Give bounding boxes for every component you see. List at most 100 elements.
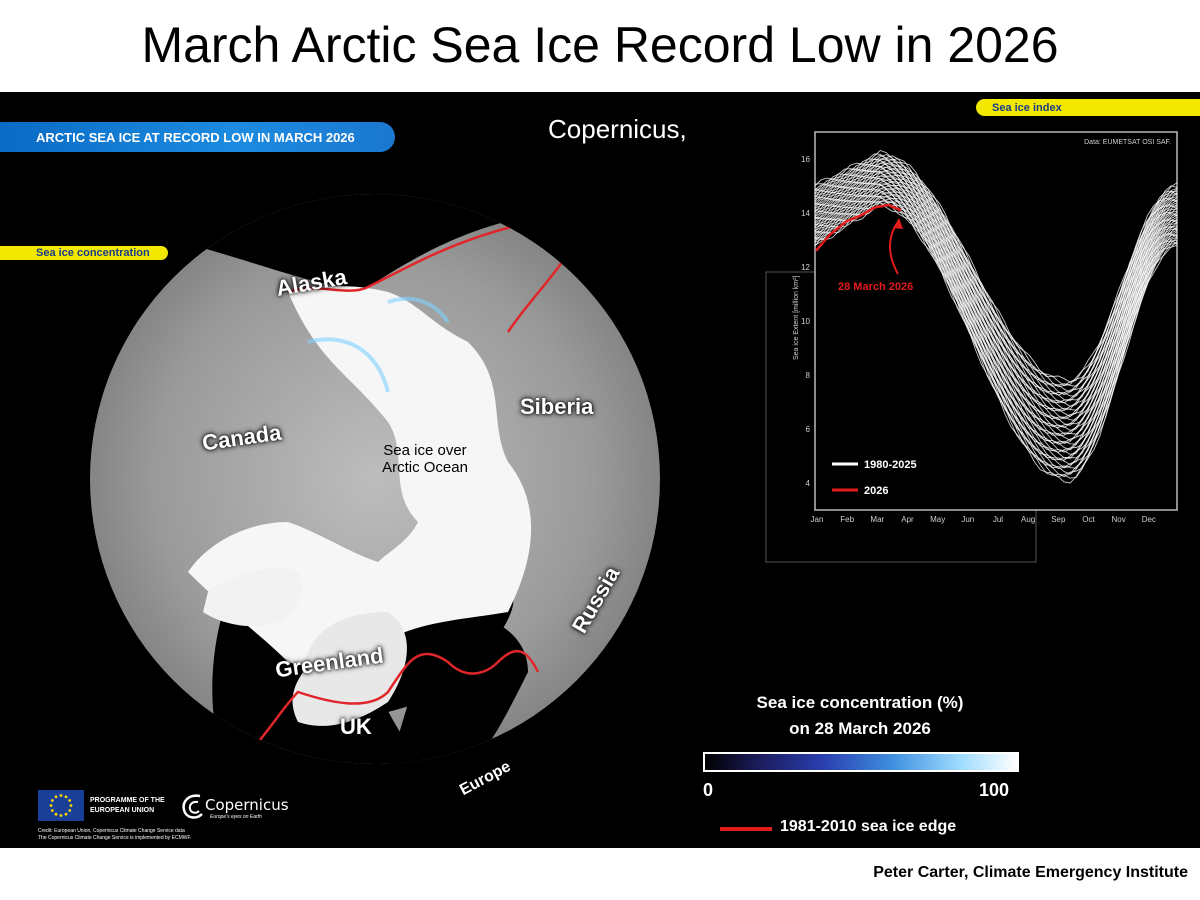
climatology-line xyxy=(814,183,1178,444)
series-lines xyxy=(815,203,902,252)
annotation-arrowhead xyxy=(893,218,903,229)
pacific-ocean-shape xyxy=(90,194,660,288)
ocean-label-line2: Arctic Ocean xyxy=(382,459,468,476)
historic-edge-pacific xyxy=(287,215,559,294)
copernicus-caption: Copernicus, xyxy=(548,114,687,144)
climatology-line xyxy=(814,159,1178,402)
eu-star-icon xyxy=(64,795,68,799)
sea-ice-concentration-tag: Sea ice concentration xyxy=(0,246,168,260)
climatology-line xyxy=(814,190,1178,459)
eu-star-icon xyxy=(49,804,53,807)
x-tick-label: Nov xyxy=(1112,515,1126,524)
y-ticks: 4 6 8 10 12 14 16 xyxy=(801,155,810,488)
eu-star-icon xyxy=(68,809,72,812)
chart-ylabel: Sea ice Extent [million km²] xyxy=(793,276,800,360)
copernicus-swirl-icon xyxy=(182,794,203,819)
colorbar-min-label: 0 xyxy=(703,780,714,800)
sea-ice-index-chart: Data: EUMETSAT OSI SAF. Sea ice Extent [… xyxy=(793,131,1178,524)
x-tick-label: Jun xyxy=(961,515,974,524)
legend-title: Sea ice concentration (%) on 28 March 20… xyxy=(700,690,1020,742)
climatology-line xyxy=(814,171,1178,420)
climatology-line xyxy=(814,192,1178,466)
legend-title-line2: on 28 March 2026 xyxy=(789,719,931,738)
y-tick-label: 16 xyxy=(801,155,810,164)
programme-line1: PROGRAMME OF THE xyxy=(90,797,165,804)
eu-star-icon xyxy=(54,812,58,816)
climatology-line xyxy=(814,154,1178,393)
x-tick-label: Sep xyxy=(1051,515,1066,524)
x-tick-label: May xyxy=(930,515,945,524)
marginal-ice-zone xyxy=(307,296,450,393)
concentration-colorbar xyxy=(703,752,1019,772)
climatology-line xyxy=(814,153,1178,386)
climatology-line xyxy=(814,196,1178,475)
x-ticks: Jan Feb Mar Apr May Jun Jul Aug Sep Oct Nov Dec xyxy=(811,515,1156,524)
edge-legend-label: 1981-2010 sea ice edge xyxy=(780,818,957,835)
copernicus-logo-text: Copernicus xyxy=(205,796,289,814)
sea-ice-index-tag: Sea ice index xyxy=(976,99,1200,116)
credit-line1: Credit: European Union, Copernicus Clima… xyxy=(38,828,185,834)
series-line-2026 xyxy=(815,203,902,252)
climatology-line xyxy=(814,177,1178,435)
edge-legend-swatch xyxy=(720,827,772,831)
footer-credit: Peter Carter, Climate Emergency Institut… xyxy=(873,864,1188,881)
copernicus-logo xyxy=(180,792,206,825)
climatology-line xyxy=(814,196,1178,469)
climatology-line xyxy=(814,202,1178,484)
label-siberia: Siberia xyxy=(520,394,594,419)
eu-flag-logo xyxy=(38,790,84,821)
x-tick-label: Oct xyxy=(1082,515,1095,524)
arctic-map xyxy=(90,194,660,764)
colorbar-max-label: 100 xyxy=(979,780,1010,800)
north-sea-shape xyxy=(388,612,528,764)
y-tick-label: 8 xyxy=(806,371,811,380)
climatology-lines xyxy=(814,149,1178,484)
y-tick-label: 10 xyxy=(801,317,810,326)
programme-line2: EUROPEAN UNION xyxy=(90,807,155,814)
credit-text: Credit: European Union, Copernicus Clima… xyxy=(38,828,191,842)
eu-star-icon xyxy=(54,795,58,799)
y-tick-label: 14 xyxy=(801,209,810,218)
y-tick-label: 12 xyxy=(801,263,810,272)
climatology-line xyxy=(814,172,1178,426)
eu-star-icon xyxy=(50,799,54,802)
x-tick-label: Aug xyxy=(1021,515,1035,524)
climatology-line xyxy=(814,166,1178,417)
chart-source-note: Data: EUMETSAT OSI SAF. xyxy=(1084,139,1171,146)
x-tick-label: Feb xyxy=(840,515,854,524)
ocean-label-line1: Sea ice over xyxy=(383,442,467,459)
eu-star-icon xyxy=(50,809,54,812)
historic-edge-atlantic xyxy=(212,650,540,764)
legend-label-2026: 2026 xyxy=(864,485,888,497)
climatology-line xyxy=(814,165,1178,411)
eu-star-icon xyxy=(69,804,73,807)
banner: ARCTIC SEA ICE AT RECORD LOW IN MARCH 20… xyxy=(0,122,395,152)
infographic-panel: ARCTIC SEA ICE AT RECORD LOW IN MARCH 20… xyxy=(0,92,1200,848)
credit-line2: The Copernicus Climate Change Service is… xyxy=(38,835,192,841)
page-title: March Arctic Sea Ice Record Low in 2026 xyxy=(141,17,1059,73)
x-tick-label: Dec xyxy=(1142,515,1156,524)
climatology-line xyxy=(814,184,1178,451)
eu-star-icon xyxy=(59,794,63,797)
y-tick-label: 4 xyxy=(806,479,811,488)
legend-title-line1: Sea ice concentration (%) xyxy=(756,693,964,712)
legend-label-1980-2025: 1980-2025 xyxy=(864,459,917,471)
x-tick-label: Mar xyxy=(870,515,884,524)
eu-star-icon xyxy=(68,799,72,802)
eu-star-icon xyxy=(59,814,63,817)
eu-star-icon xyxy=(64,812,68,816)
x-tick-label: Jul xyxy=(993,515,1003,524)
x-tick-label: Jan xyxy=(811,515,824,524)
ocean-label: Sea ice over Arctic Ocean xyxy=(350,442,500,476)
chart-annotation: 28 March 2026 xyxy=(838,281,913,293)
climatology-line xyxy=(814,149,1178,383)
eu-stars-icon xyxy=(49,794,73,817)
y-tick-label: 6 xyxy=(806,425,811,434)
climatology-line xyxy=(814,162,1178,407)
label-uk: UK xyxy=(340,714,372,739)
programme-text: PROGRAMME OF THE EUROPEAN UNION xyxy=(90,796,165,816)
historic-edge-labrador xyxy=(186,711,229,764)
copernicus-tagline: Europe's eyes on Earth xyxy=(210,814,262,820)
x-tick-label: Apr xyxy=(901,515,914,524)
hudson-bay-ice xyxy=(203,568,302,627)
